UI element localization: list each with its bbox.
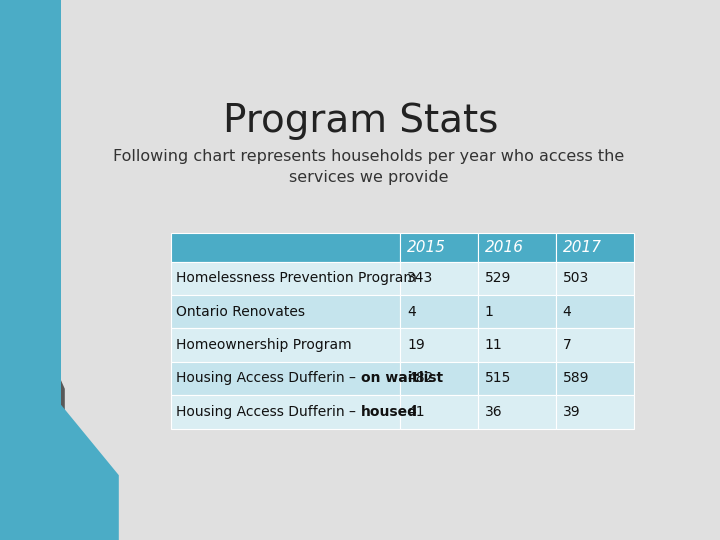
Bar [478,395,556,429]
Bar [400,362,478,395]
Text: 7: 7 [563,338,572,352]
Text: 39: 39 [563,405,580,419]
Bar [400,395,478,429]
Text: 41: 41 [407,405,425,419]
Text: 19: 19 [407,338,425,352]
Bar [478,328,556,362]
Bar [171,295,400,328]
Text: 4: 4 [407,305,416,319]
Bar [171,395,400,429]
Bar [400,328,478,362]
Bar [556,295,634,328]
Text: on waitlist: on waitlist [361,372,443,386]
Bar [556,328,634,362]
Bar [171,261,400,295]
Text: 4: 4 [563,305,572,319]
Bar [478,233,556,261]
Text: Following chart represents households per year who access the
services we provid: Following chart represents households pe… [113,148,625,185]
Text: Housing Access Dufferin –: Housing Access Dufferin – [176,372,361,386]
Text: housed: housed [361,405,418,419]
Text: 11: 11 [485,338,503,352]
Text: Housing Access Dufferin –: Housing Access Dufferin – [176,405,361,419]
Text: 515: 515 [485,372,511,386]
Text: 482: 482 [407,372,433,386]
Bar [556,395,634,429]
Bar [478,295,556,328]
Bar [171,362,400,395]
Bar [556,362,634,395]
Text: Ontario Renovates: Ontario Renovates [176,305,305,319]
Bar [478,261,556,295]
Text: Program Stats: Program Stats [223,102,498,140]
Bar [171,233,400,261]
Text: 2017: 2017 [563,240,602,255]
Bar [556,233,634,261]
Text: 2016: 2016 [485,240,524,255]
Text: 343: 343 [407,271,433,285]
Text: 503: 503 [563,271,589,285]
Bar [171,328,400,362]
Text: 2015: 2015 [407,240,446,255]
Text: Homeownership Program: Homeownership Program [176,338,352,352]
Bar [400,295,478,328]
Bar [478,362,556,395]
Bar [400,233,478,261]
Text: Homelessness Prevention Program: Homelessness Prevention Program [176,271,418,285]
Text: 36: 36 [485,405,503,419]
Text: 529: 529 [485,271,511,285]
Text: 1: 1 [485,305,494,319]
Bar [556,261,634,295]
Text: 589: 589 [563,372,589,386]
Bar [400,261,478,295]
